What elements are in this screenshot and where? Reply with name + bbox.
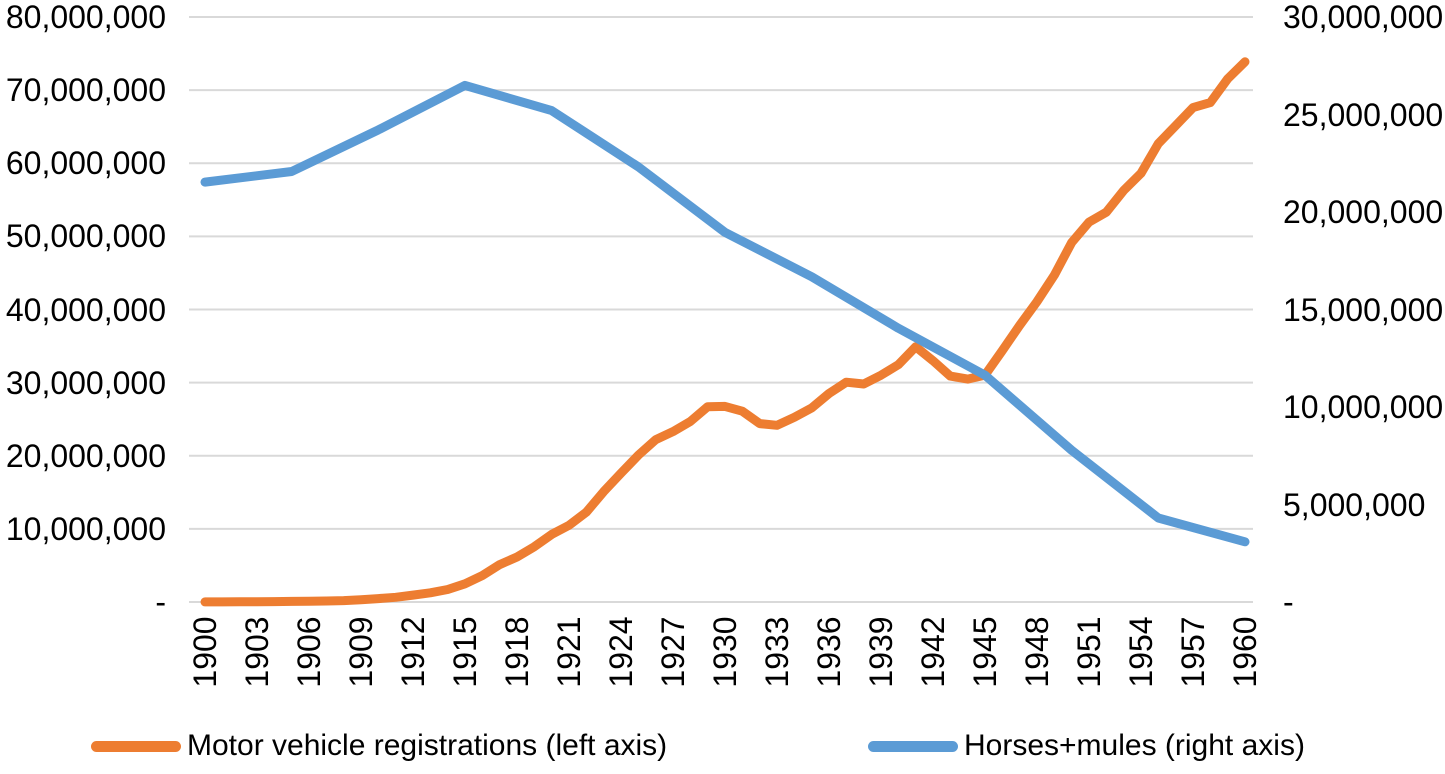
left-axis-tick-label: 30,000,000 — [5, 364, 166, 401]
left-axis-tick-label: 40,000,000 — [5, 291, 166, 328]
right-axis-tick-label: - — [1283, 584, 1294, 620]
x-axis-tick-label: 1945 — [967, 616, 1003, 688]
x-axis-tick-label: 1942 — [915, 616, 951, 688]
x-axis-tick-label: 1900 — [187, 616, 223, 688]
x-axis-tick-label: 1960 — [1227, 616, 1263, 688]
right-axis-tick-label: 15,000,000 — [1283, 291, 1444, 328]
left-axis-tick-label: 70,000,000 — [5, 72, 166, 109]
x-axis-tick-label: 1939 — [863, 616, 899, 688]
motor-vehicle-registrations-line — [200, 57, 1250, 607]
x-axis-tick-label: 1930 — [707, 616, 743, 688]
plot-canvas — [189, 16, 1253, 607]
plot-area — [189, 16, 1253, 607]
legend-label-horses-mules: Horses+mules (right axis) — [964, 729, 1305, 762]
right-axis-tick-label: 30,000,000 — [1283, 0, 1444, 35]
left-axis-tick-label: 50,000,000 — [5, 218, 166, 255]
legend: Motor vehicle registrations (left axis) … — [0, 726, 1445, 766]
x-axis-tick-label: 1951 — [1071, 616, 1107, 688]
x-axis-tick-label: 1903 — [239, 616, 275, 688]
left-axis-tick-label: - — [155, 584, 166, 620]
right-axis-tick-label: 25,000,000 — [1283, 96, 1444, 133]
right-axis-tick-label: 10,000,000 — [1283, 389, 1444, 425]
left-axis-tick-label: 80,000,000 — [5, 0, 166, 35]
x-axis-tick-label: 1912 — [395, 616, 431, 688]
x-axis-tick-label: 1933 — [759, 616, 795, 688]
horses-mules-line — [200, 80, 1250, 547]
x-axis-tick-label: 1924 — [603, 616, 639, 688]
legend-swatch-horses-mules — [868, 740, 958, 752]
x-axis-tick-label: 1927 — [655, 616, 691, 688]
x-axis-tick-label: 1948 — [1019, 616, 1055, 688]
legend-label-motor-vehicle-registrations: Motor vehicle registrations (left axis) — [187, 729, 668, 762]
legend-item-motor-vehicle-registrations: Motor vehicle registrations (left axis) — [91, 726, 667, 766]
x-axis-tick-label: 1906 — [291, 616, 327, 688]
x-axis-tick-label: 1909 — [343, 616, 379, 688]
left-axis-tick-label: 20,000,000 — [5, 437, 166, 474]
x-axis-tick-label: 1921 — [551, 616, 587, 688]
right-axis-tick-label: 5,000,000 — [1283, 486, 1426, 523]
left-axis-tick-label: 10,000,000 — [5, 510, 166, 547]
legend-item-horses-mules: Horses+mules (right axis) — [868, 726, 1305, 766]
x-axis-tick-label: 1915 — [447, 616, 483, 688]
right-axis-tick-label: 20,000,000 — [1283, 194, 1444, 230]
x-axis-tick-label: 1954 — [1123, 616, 1159, 688]
x-axis-tick-label: 1918 — [499, 616, 535, 688]
x-axis-tick-label: 1957 — [1175, 616, 1211, 688]
legend-swatch-motor-vehicle-registrations — [91, 740, 181, 752]
x-axis-tick-label: 1936 — [811, 616, 847, 688]
left-axis-tick-label: 60,000,000 — [5, 145, 166, 182]
